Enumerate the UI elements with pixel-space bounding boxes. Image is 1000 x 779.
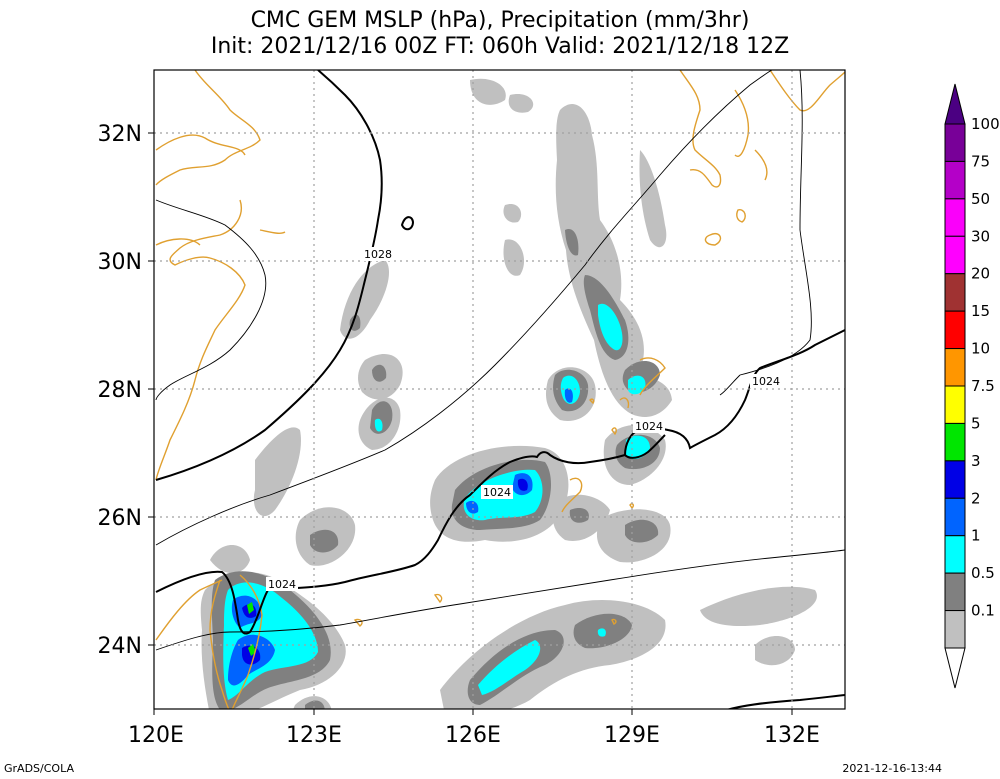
map-subtitle: Init: 2021/12/16 00Z FT: 060h Valid: 202… — [210, 34, 790, 59]
axis-ticks — [148, 132, 793, 715]
isobars-thick — [155, 70, 845, 709]
isobar-label-1028: 1028 — [364, 248, 392, 261]
colorbar-box-8 — [944, 422, 966, 462]
lon-label-120e: 120E — [128, 723, 184, 748]
colorbar-label-6: 10 — [971, 340, 990, 358]
plot-area: 1028 1024 1024 1024 1024 — [154, 70, 845, 709]
colorbar-label-5: 15 — [971, 302, 990, 320]
colorbar-label-3: 30 — [971, 227, 990, 245]
colorbar-box-0 — [944, 123, 966, 162]
lat-label-28n: 28N — [98, 378, 142, 403]
colorbar-label-9: 3 — [971, 452, 981, 470]
isobar-labels: 1028 1024 1024 1024 1024 — [266, 247, 782, 591]
colorbar-box-10 — [944, 497, 966, 537]
colorbar-box-13 — [944, 610, 966, 649]
footer-timestamp: 2021-12-16-13:44 — [842, 762, 942, 775]
colorbar-box-11 — [944, 535, 966, 574]
colorbar-box-6 — [944, 348, 966, 387]
footer-credit: GrADS/COLA — [4, 762, 74, 775]
isobar-label-1024-center: 1024 — [483, 486, 511, 499]
colorbar-label-11: 1 — [971, 527, 981, 545]
colorbar-bottom-arrow — [944, 647, 966, 689]
lat-label-30n: 30N — [98, 250, 142, 275]
colorbar-label-0: 100 — [971, 115, 1000, 133]
latitude-labels: 32N 30N 28N 26N 24N — [98, 122, 142, 659]
colorbar-boxes — [944, 123, 966, 649]
coastlines — [155, 70, 845, 709]
colorbar-box-5 — [944, 310, 966, 350]
colorbar-box-9 — [944, 460, 966, 499]
colorbar-box-2 — [944, 198, 966, 237]
precip-colorbar: 100 75 50 30 20 15 10 7.5 5 3 2 1 0.5 0.1 — [944, 83, 1000, 689]
isobar-label-1024-ryukyu: 1024 — [635, 420, 663, 433]
colorbar-box-12 — [944, 572, 966, 612]
colorbar-label-7: 7.5 — [971, 377, 995, 395]
colorbar-label-1: 75 — [971, 152, 990, 170]
lon-label-132e: 132E — [764, 723, 820, 748]
isobar-label-1024-east: 1024 — [752, 375, 780, 388]
colorbar-label-4: 20 — [971, 265, 990, 283]
lon-label-129e: 129E — [604, 723, 660, 748]
precip-green-layer — [247, 602, 256, 656]
isobar-label-1024-taiwan: 1024 — [268, 578, 296, 591]
colorbar-label-10: 2 — [971, 489, 981, 507]
lat-label-26n: 26N — [98, 506, 142, 531]
lat-label-24n: 24N — [98, 634, 142, 659]
lon-label-126e: 126E — [445, 723, 501, 748]
longitude-labels: 120E 123E 126E 129E 132E — [128, 723, 820, 748]
colorbar-box-3 — [944, 235, 966, 275]
lon-label-123e: 123E — [286, 723, 342, 748]
colorbar-labels: 100 75 50 30 20 15 10 7.5 5 3 2 1 0.5 0.1 — [971, 115, 1000, 620]
lat-label-32n: 32N — [98, 122, 142, 147]
colorbar-label-13: 0.1 — [971, 602, 995, 620]
colorbar-box-1 — [944, 160, 966, 200]
colorbar-label-8: 5 — [971, 414, 981, 432]
graticule — [154, 70, 845, 709]
colorbar-label-2: 50 — [971, 190, 990, 208]
colorbar-box-7 — [944, 385, 966, 424]
map-title: CMC GEM MSLP (hPa), Precipitation (mm/3h… — [250, 8, 750, 33]
colorbar-top-arrow — [944, 83, 966, 125]
isobars-thin — [155, 70, 845, 651]
colorbar-label-12: 0.5 — [971, 564, 995, 582]
colorbar-box-4 — [944, 273, 966, 312]
